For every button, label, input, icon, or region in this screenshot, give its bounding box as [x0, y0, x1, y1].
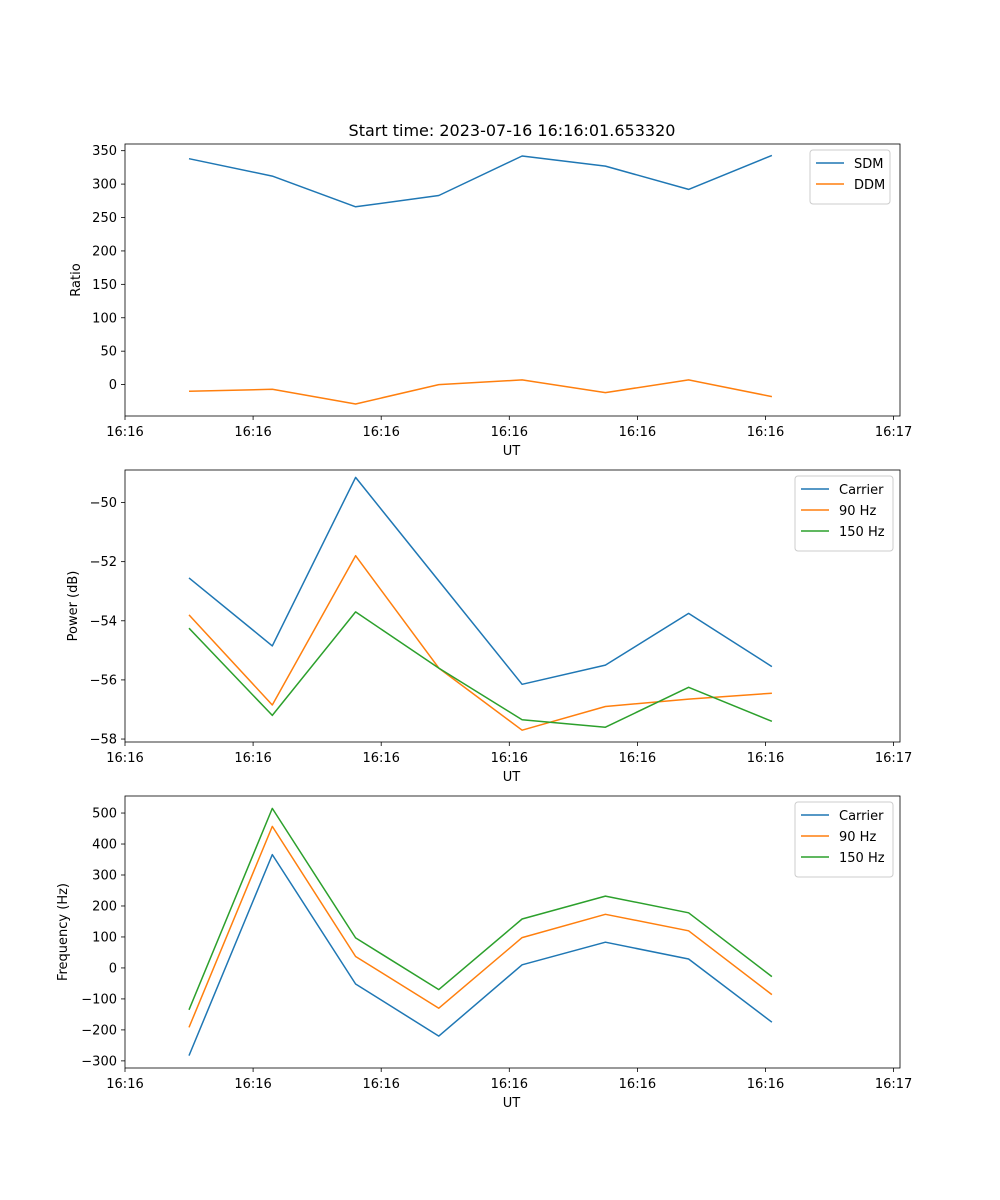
- y-tick-label: 100: [92, 311, 117, 326]
- chart-panel-3: 16:16 16:16 16:16 16:16 16:16 16:16 16:17 −300 −…: [56, 795, 912, 1111]
- y-tick-label: 150: [92, 278, 117, 293]
- series-line-90-hz: [188, 554, 772, 731]
- y-tick-label: 400: [92, 838, 117, 853]
- series-line-carrier: [188, 476, 773, 686]
- y-tick-label: 300: [92, 178, 117, 193]
- y-tick-label: 250: [92, 211, 117, 226]
- y-tick-label: 100: [92, 930, 117, 945]
- x-axis-label: UT: [503, 444, 521, 459]
- y-tick-label: −52: [90, 555, 117, 570]
- legend-entry: SDM: [854, 157, 883, 172]
- x-tick-label: 16:17: [875, 751, 912, 766]
- x-axis-label: UT: [503, 770, 521, 785]
- plot-area-frame: [124, 795, 901, 1069]
- x-tick-label: 16:16: [234, 1077, 271, 1092]
- x-tick-label: 16:16: [491, 751, 528, 766]
- y-tick-label: −56: [90, 673, 117, 688]
- y-tick-label: 0: [109, 961, 117, 976]
- y-tick-label: 350: [92, 144, 117, 159]
- x-tick-label: 16:17: [875, 425, 912, 440]
- x-tick-label: 16:16: [747, 425, 784, 440]
- x-tick-label: 16:16: [619, 425, 656, 440]
- y-tick-label: −200: [81, 1023, 117, 1038]
- legend-entry: 90 Hz: [839, 830, 876, 845]
- y-tick-label: 300: [92, 868, 117, 883]
- legend-entry: DDM: [854, 178, 885, 193]
- legend: Carrier 90 Hz 150 Hz: [794, 801, 894, 878]
- y-tick-label: −300: [81, 1054, 117, 1069]
- legend-box: [794, 475, 894, 552]
- plot-area-frame: [124, 469, 901, 743]
- y-axis-label: Ratio: [69, 263, 84, 296]
- x-tick-label: 16:16: [362, 425, 399, 440]
- x-tick-label: 16:16: [106, 425, 143, 440]
- legend: SDM DDM: [809, 149, 891, 205]
- figure-title: Start time: 2023-07-16 16:16:01.653320: [349, 121, 676, 140]
- legend-entry: Carrier: [839, 483, 884, 498]
- y-tick-label: 200: [92, 899, 117, 914]
- y-axis-label: Power (dB): [66, 571, 81, 642]
- x-tick-label: 16:16: [106, 1077, 143, 1092]
- y-tick-label: 200: [92, 244, 117, 259]
- x-tick-label: 16:16: [106, 751, 143, 766]
- legend: Carrier 90 Hz 150 Hz: [794, 475, 894, 552]
- x-tick-label: 16:16: [747, 751, 784, 766]
- chart-panel-1: 16:16 16:16 16:16 16:16 16:16 16:16 16:17 0 50 10…: [69, 143, 912, 459]
- y-tick-label: −50: [90, 496, 117, 511]
- x-tick-label: 16:16: [362, 1077, 399, 1092]
- series-line-sdm: [188, 154, 773, 208]
- series-line-150-hz: [188, 807, 773, 1011]
- x-tick-label: 16:16: [491, 1077, 528, 1092]
- y-tick-label: 50: [100, 345, 117, 360]
- y-axis-label: Frequency (Hz): [56, 883, 71, 981]
- chart-panel-2: 16:16 16:16 16:16 16:16 16:16 16:16 16:17 −58 −5…: [66, 469, 912, 785]
- legend-entry: 90 Hz: [839, 504, 876, 519]
- x-tick-label: 16:16: [234, 425, 271, 440]
- series-line-150-hz: [188, 611, 773, 728]
- x-tick-label: 16:16: [619, 1077, 656, 1092]
- series-line-ddm: [188, 379, 773, 405]
- x-tick-label: 16:16: [362, 751, 399, 766]
- y-tick-label: 0: [109, 378, 117, 393]
- series-line-90-hz: [188, 825, 773, 1028]
- y-tick-label: −58: [90, 733, 117, 748]
- legend-entry: 150 Hz: [839, 525, 885, 540]
- x-tick-label: 16:16: [234, 751, 271, 766]
- y-tick-label: −100: [81, 992, 117, 1007]
- x-tick-label: 16:16: [491, 425, 528, 440]
- plot-area-frame: [124, 143, 901, 417]
- series-line-carrier: [188, 853, 773, 1056]
- legend-box: [794, 801, 894, 878]
- legend-entry: Carrier: [839, 809, 884, 824]
- x-tick-label: 16:16: [747, 1077, 784, 1092]
- x-axis-label: UT: [503, 1096, 521, 1111]
- y-tick-label: 500: [92, 807, 117, 822]
- legend-entry: 150 Hz: [839, 851, 885, 866]
- x-tick-label: 16:17: [875, 1077, 912, 1092]
- x-tick-label: 16:16: [619, 751, 656, 766]
- y-tick-label: −54: [90, 614, 117, 629]
